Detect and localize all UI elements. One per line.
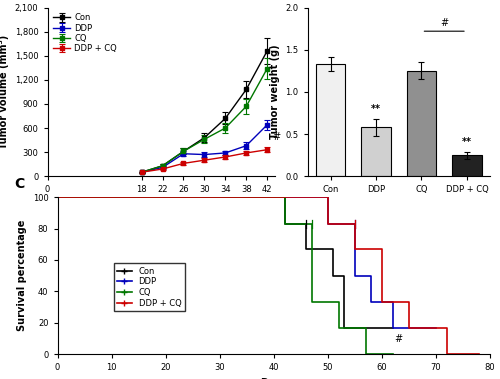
- X-axis label: Days after treatment: Days after treatment: [104, 200, 219, 210]
- Text: C: C: [14, 177, 24, 191]
- Bar: [406, 71, 436, 176]
- Text: #: #: [272, 132, 280, 142]
- X-axis label: Days: Days: [260, 378, 287, 379]
- Legend: Con, DDP, CQ, DDP + CQ: Con, DDP, CQ, DDP + CQ: [114, 263, 184, 311]
- Legend: Con, DDP, CQ, DDP + CQ: Con, DDP, CQ, DDP + CQ: [52, 12, 118, 55]
- Bar: [316, 64, 346, 176]
- Bar: [361, 127, 391, 176]
- Bar: [452, 155, 482, 176]
- Text: **: **: [371, 104, 381, 114]
- Text: **: **: [462, 137, 472, 147]
- Y-axis label: Survival percentage: Survival percentage: [17, 220, 27, 331]
- Y-axis label: Tumor weight (g): Tumor weight (g): [270, 45, 280, 139]
- Y-axis label: Tumor volume (mm³): Tumor volume (mm³): [0, 35, 9, 149]
- Text: #: #: [440, 18, 448, 28]
- Text: #: #: [394, 334, 402, 344]
